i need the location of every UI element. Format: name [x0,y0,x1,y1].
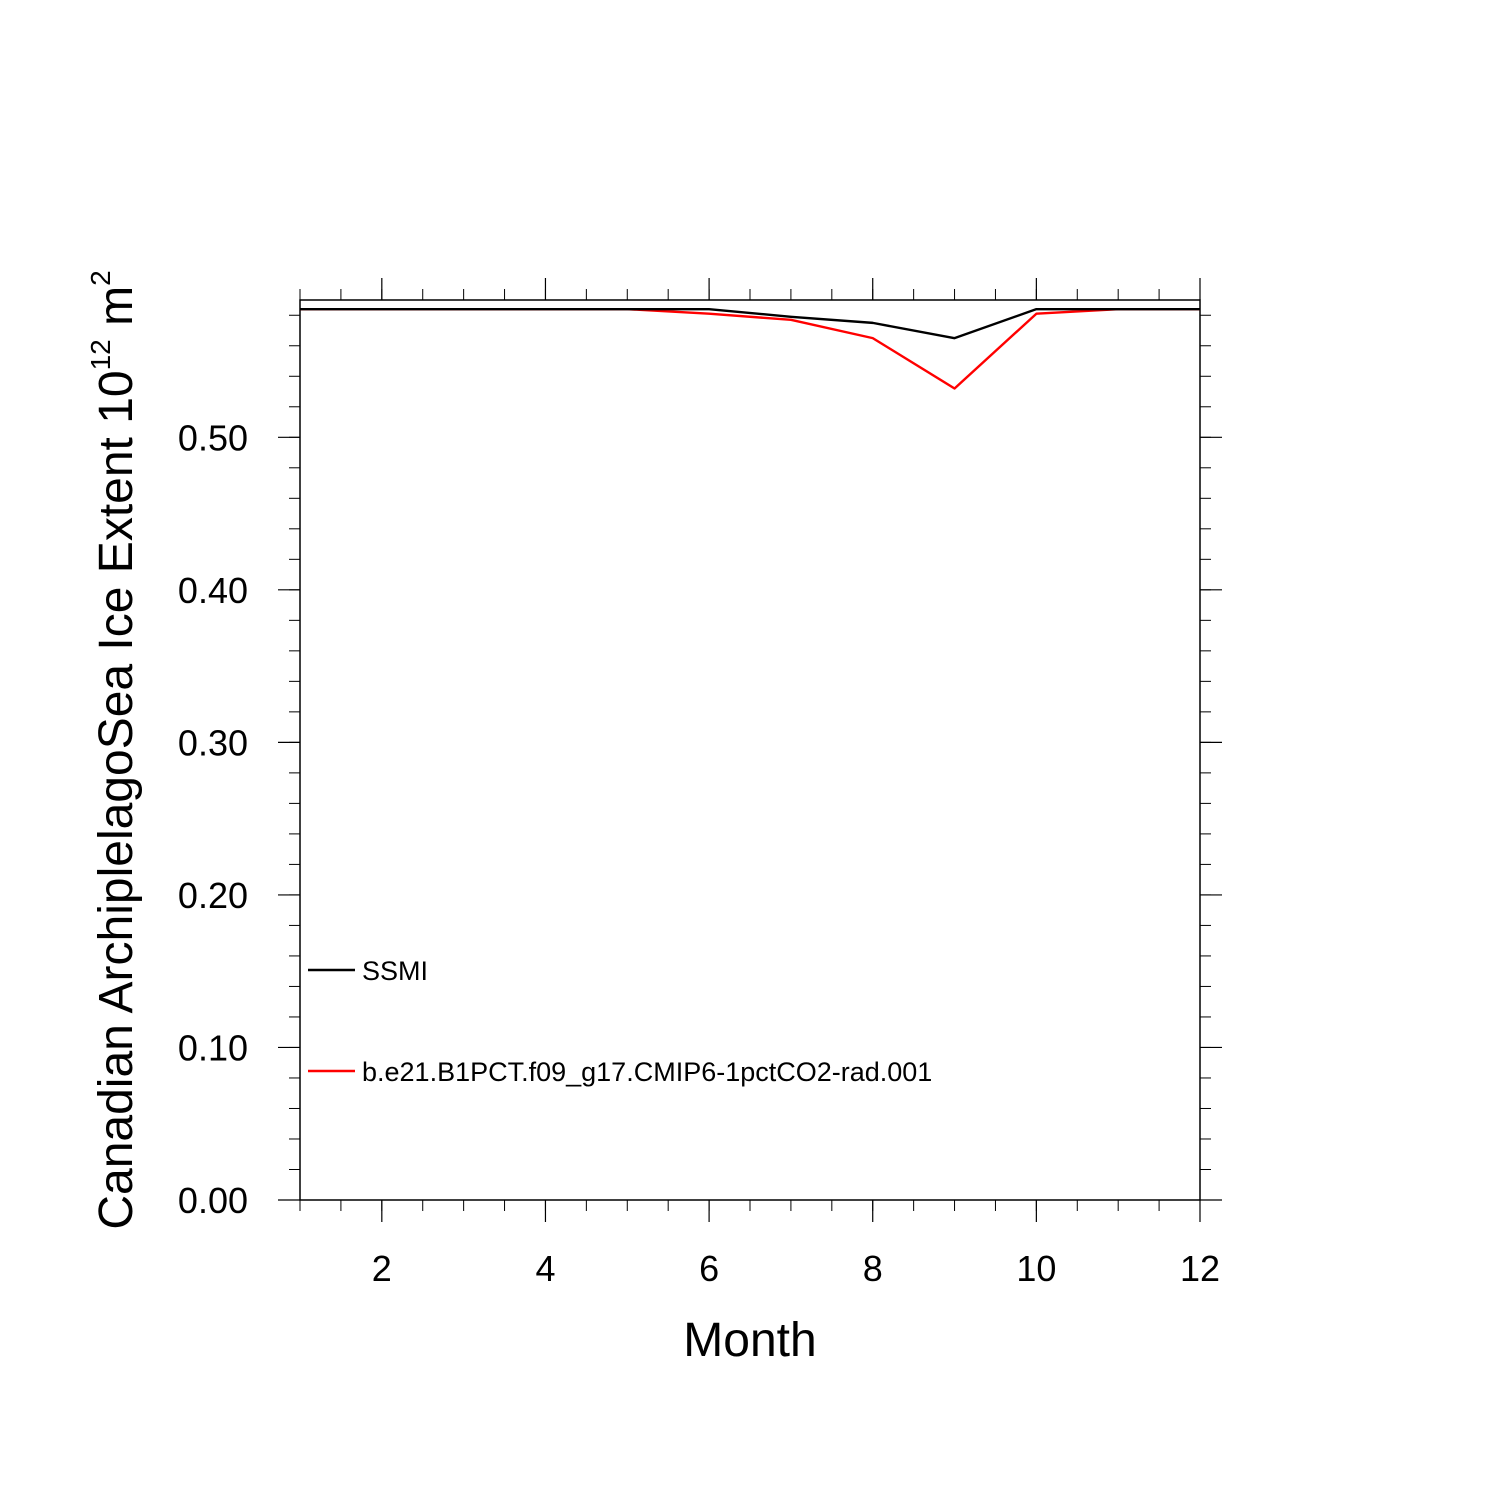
y-axis-label: Canadian ArchiplelagoSea Ice Extent 1012… [85,270,143,1229]
legend: SSMI b.e21.B1PCT.f09_g17.CMIP6-1pctCO2-ra… [308,956,932,1087]
y-axis-label-main: Canadian ArchiplelagoSea Ice Extent 10 [90,370,143,1229]
y-tick-label: 0.30 [178,722,248,763]
legend-label: b.e21.B1PCT.f09_g17.CMIP6-1pctCO2-rad.00… [362,1057,932,1087]
y-tick-label: 0.00 [178,1180,248,1221]
axis-ticks [278,278,1222,1222]
y-tick-label: 0.50 [178,417,248,458]
y-axis-label-exponent: 12 [85,339,116,370]
tick-labels: 2 4 6 8 10 12 0.00 0.10 0.20 0.30 0.40 0.50 [178,417,1220,1289]
legend-label: SSMI [362,956,428,986]
y-axis-label-unit-exponent: 2 [85,270,116,286]
x-tick-label: 10 [1016,1248,1056,1289]
y-tick-label: 0.10 [178,1027,248,1068]
x-tick-label: 2 [372,1248,392,1289]
x-axis-label: Month [683,1314,816,1367]
x-tick-label: 6 [699,1248,719,1289]
series-lines [300,307,1200,390]
y-tick-label: 0.20 [178,875,248,916]
series-line-0 [300,307,1200,340]
x-tick-label: 12 [1180,1248,1220,1289]
x-tick-label: 8 [863,1248,883,1289]
y-axis-label-unit: m [90,286,143,339]
plot-frame [299,299,1201,1201]
x-tick-label: 4 [535,1248,555,1289]
series-line-1 [300,307,1200,390]
y-tick-label: 0.40 [178,570,248,611]
